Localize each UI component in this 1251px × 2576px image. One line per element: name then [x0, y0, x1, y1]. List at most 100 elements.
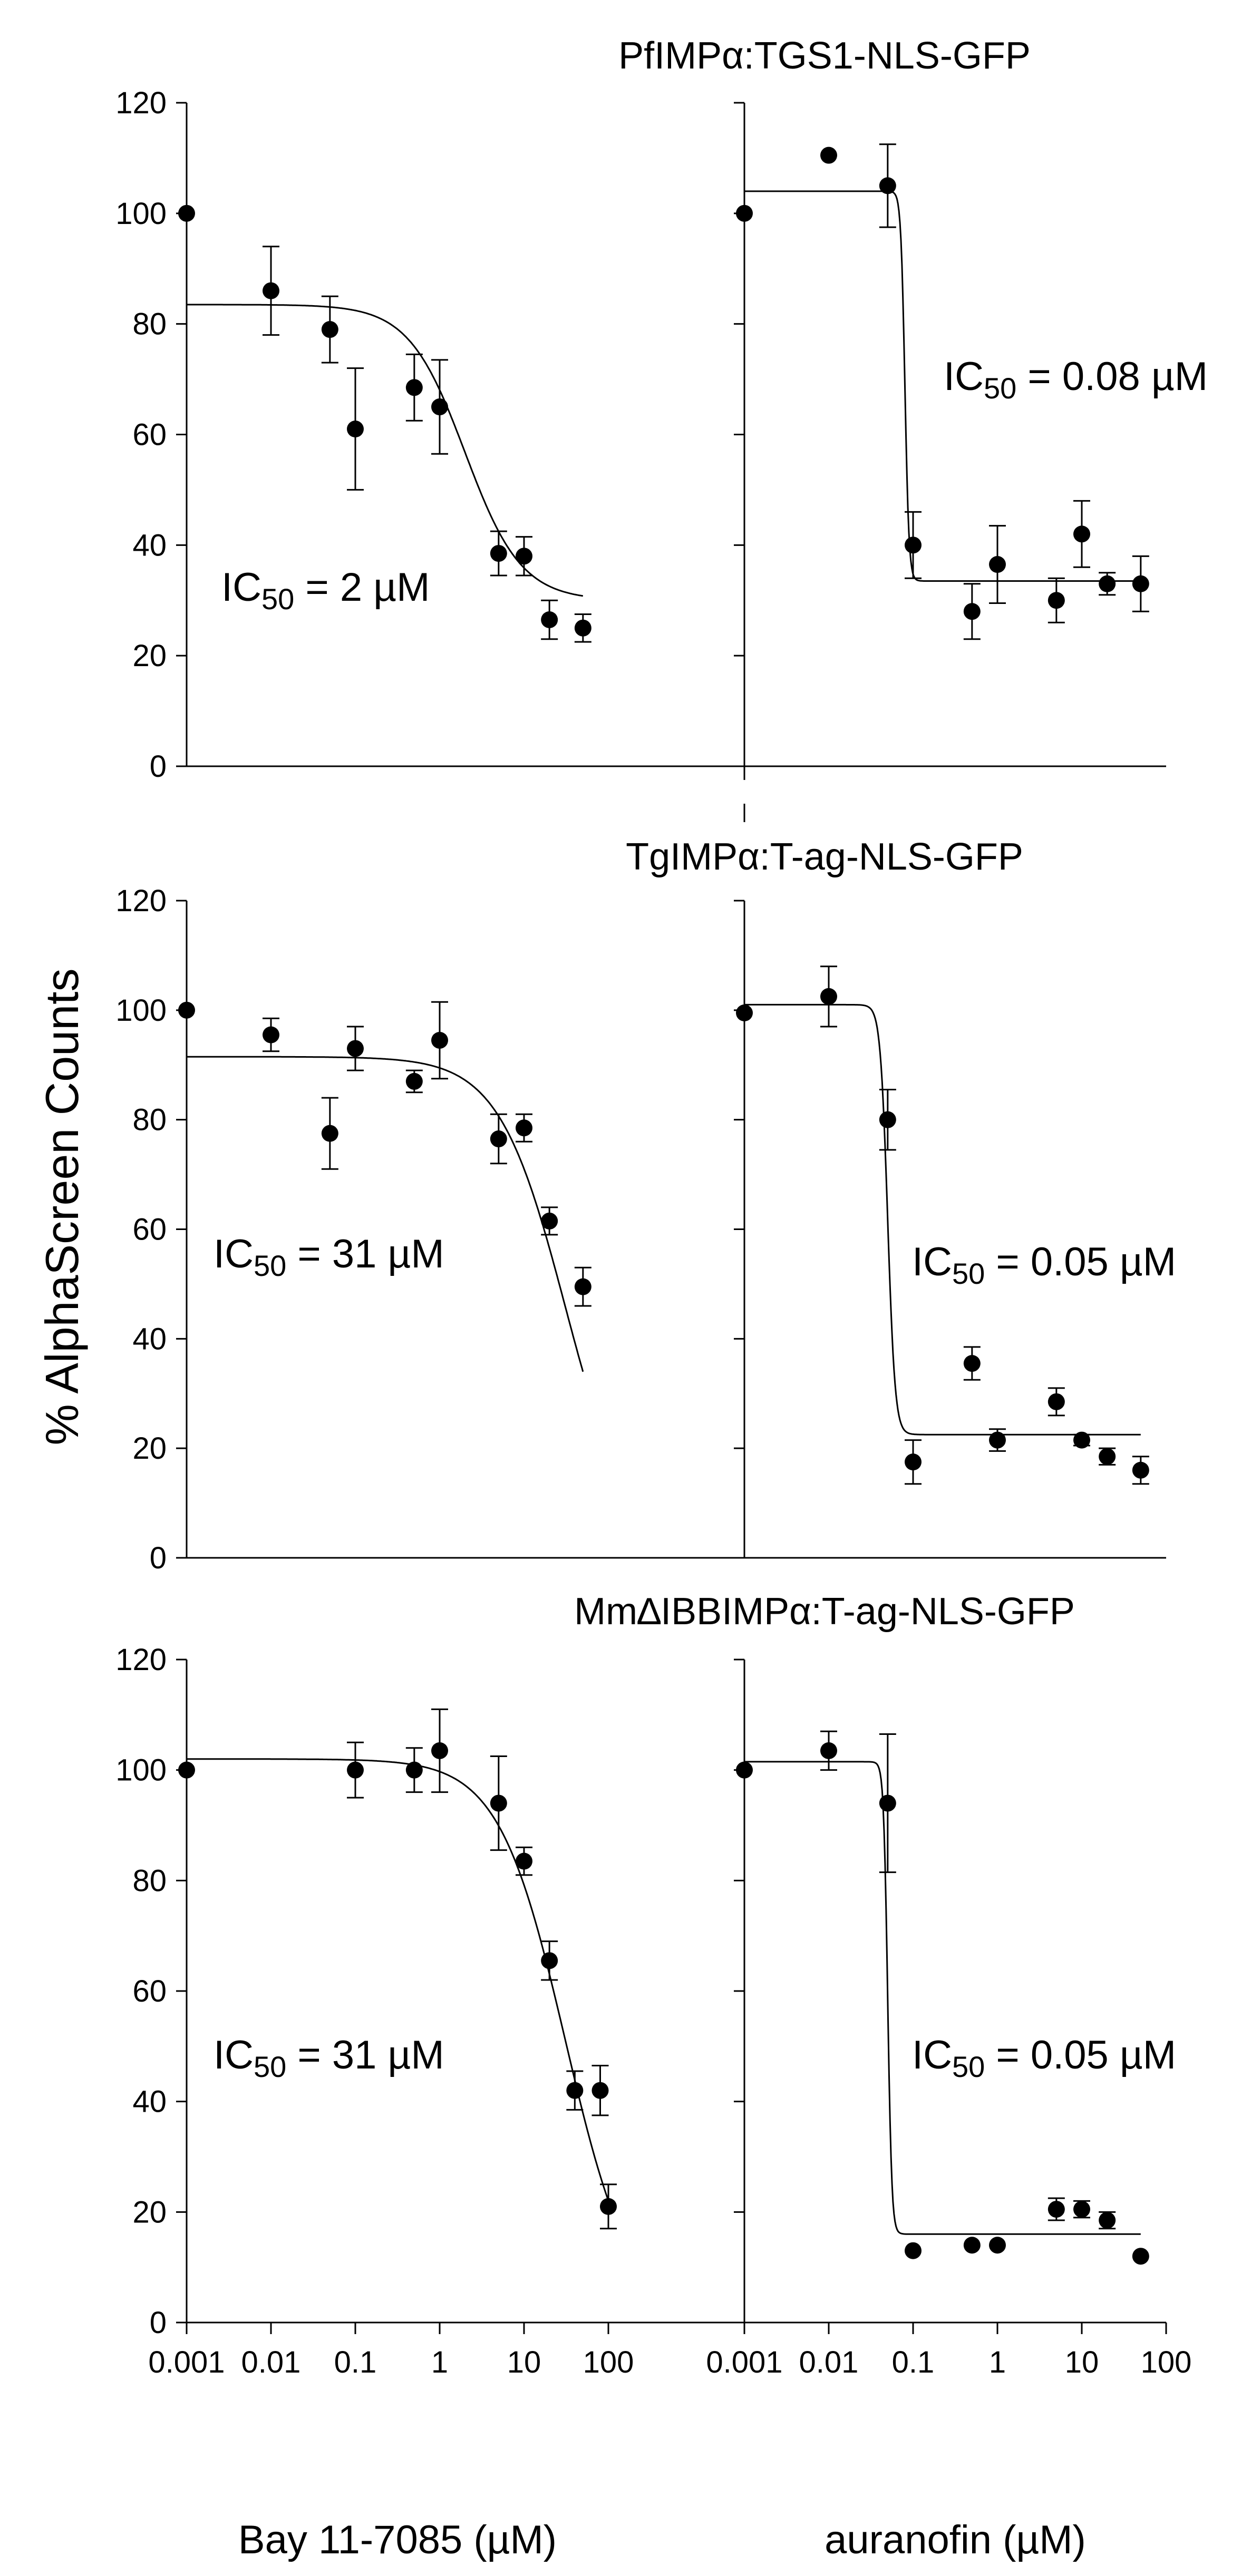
x-tick-label: 0.01: [799, 2345, 859, 2379]
y-tick-label: 40: [132, 528, 167, 562]
x-tick-label: 0.1: [334, 2345, 377, 2379]
x-tick-label: 0.1: [892, 2345, 935, 2379]
fit-curve: [187, 1758, 609, 2201]
x-axis-label-bay: Bay 11-7085 (µM): [238, 2518, 557, 2562]
x-tick-label: 1: [431, 2345, 448, 2379]
x-tick-label: 1: [989, 2345, 1006, 2379]
data-point: [405, 1072, 423, 1090]
y-tick-label: 80: [132, 1863, 167, 1898]
data-point: [1099, 2212, 1116, 2229]
data-point: [263, 282, 279, 299]
y-tick-label: 60: [132, 1974, 167, 2008]
y-tick-label: 80: [132, 1103, 167, 1137]
data-point: [541, 1212, 558, 1230]
panel-bay: 0 20 40 60 80 100 120 0.001 0.01 0.1 1 10 100 IC50 = …: [115, 1643, 634, 2379]
data-point: [347, 421, 364, 438]
x-tick-label: 100: [1141, 2345, 1192, 2379]
x-tick-label: 0.001: [706, 2345, 782, 2379]
fit-curve: [187, 1056, 584, 1372]
panel-auranofin: IC50 = 0.05 µM: [734, 900, 1176, 1559]
x-tick-label: 10: [1065, 2345, 1099, 2379]
data-point: [879, 177, 896, 194]
data-point: [347, 1761, 364, 1779]
panel-title: TgIMPα:T-ag-NLS-GFP: [626, 836, 1023, 878]
panel-row-3: Mm∆IBBIMPα:T-ag-NLS-GFP 0 20 40 60 80 100 120 0.…: [115, 1591, 1191, 2379]
data-point: [879, 1794, 896, 1812]
panel-row-2: TgIMPα:T-ag-NLS-GFP 0 20 40 60 80 100 120 IC50 =…: [115, 836, 1176, 1575]
data-point: [905, 2242, 922, 2259]
panel-title: PfIMPα:TGS1-NLS-GFP: [618, 35, 1031, 77]
data-point: [963, 2237, 981, 2254]
y-tick-label: 60: [132, 418, 167, 452]
data-point: [989, 556, 1006, 573]
y-tick-label: 0: [150, 749, 167, 784]
data-point: [566, 2082, 584, 2099]
data-point: [405, 1761, 423, 1779]
data-point: [263, 1026, 279, 1043]
data-point: [989, 2237, 1006, 2254]
data-point: [431, 1031, 448, 1049]
data-point: [963, 603, 981, 620]
data-point: [1048, 1393, 1065, 1410]
data-point: [321, 321, 338, 338]
y-tick-label: 40: [132, 1322, 167, 1356]
y-tick-label: 120: [115, 1643, 167, 1677]
y-tick-label: 120: [115, 884, 167, 918]
x-tick-label: 10: [507, 2345, 541, 2379]
data-point: [516, 1852, 532, 1870]
data-point: [963, 1355, 981, 1372]
y-tick-label: 0: [150, 2306, 167, 2340]
x-tick-label: 0.001: [148, 2345, 225, 2379]
fit-curve: [744, 190, 1141, 582]
x-tick-label: 0.01: [241, 2345, 301, 2379]
ic50-annotation: IC50 = 31 µM: [214, 2033, 444, 2083]
data-point: [820, 1742, 837, 1759]
data-point: [178, 204, 195, 222]
data-point: [1073, 1431, 1090, 1449]
data-point: [347, 1040, 364, 1057]
x-axis-label-auranofin: auranofin (µM): [825, 2518, 1086, 2562]
data-point: [490, 545, 507, 562]
y-tick-label: 20: [132, 1431, 167, 1466]
y-tick-label: 80: [132, 307, 167, 341]
y-tick-label: 60: [132, 1213, 167, 1247]
fit-curve: [744, 1761, 1141, 2235]
ic50-annotation: IC50 = 0.05 µM: [912, 1240, 1176, 1290]
y-tick-label: 120: [115, 86, 167, 120]
data-point: [574, 619, 591, 637]
y-tick-label: 0: [150, 1541, 167, 1575]
data-point: [541, 1952, 558, 1969]
data-point: [1132, 575, 1149, 592]
panel-bay: 0 20 40 60 80 100 120 IC50 = 31 µM: [115, 884, 591, 1575]
data-point: [1073, 2201, 1090, 2218]
ic50-annotation: IC50 = 31 µM: [214, 1232, 444, 1282]
data-point: [178, 1001, 195, 1019]
data-point: [1073, 525, 1090, 543]
data-point: [736, 1761, 753, 1779]
data-point: [820, 147, 837, 164]
fit-curve: [744, 1003, 1141, 1436]
panel-auranofin: 0.001 0.01 0.1 1 10 100 IC50 = 0.05 µM: [706, 1658, 1192, 2379]
panel-row-1: PfIMPα:TGS1-NLS-GFP 0 20 40 60 80 100 120 IC50 =…: [115, 35, 1208, 784]
data-point: [431, 398, 448, 416]
data-point: [405, 379, 423, 396]
data-point: [516, 1119, 532, 1137]
data-point: [1048, 2201, 1065, 2218]
data-point: [1099, 1448, 1116, 1465]
data-point: [736, 204, 753, 222]
data-point: [490, 1130, 507, 1148]
panel-title: Mm∆IBBIMPα:T-ag-NLS-GFP: [574, 1591, 1075, 1633]
data-point: [178, 1761, 195, 1779]
data-point: [879, 1111, 896, 1128]
y-tick-label: 100: [115, 1753, 167, 1788]
data-point: [600, 2198, 617, 2215]
data-point: [1048, 592, 1065, 609]
data-point: [820, 988, 837, 1005]
data-point: [431, 1742, 448, 1759]
y-tick-label: 20: [132, 2195, 167, 2229]
data-point: [591, 2082, 609, 2099]
data-point: [574, 1278, 591, 1295]
y-axis-label: % AlphaScreen Counts: [36, 968, 88, 1445]
